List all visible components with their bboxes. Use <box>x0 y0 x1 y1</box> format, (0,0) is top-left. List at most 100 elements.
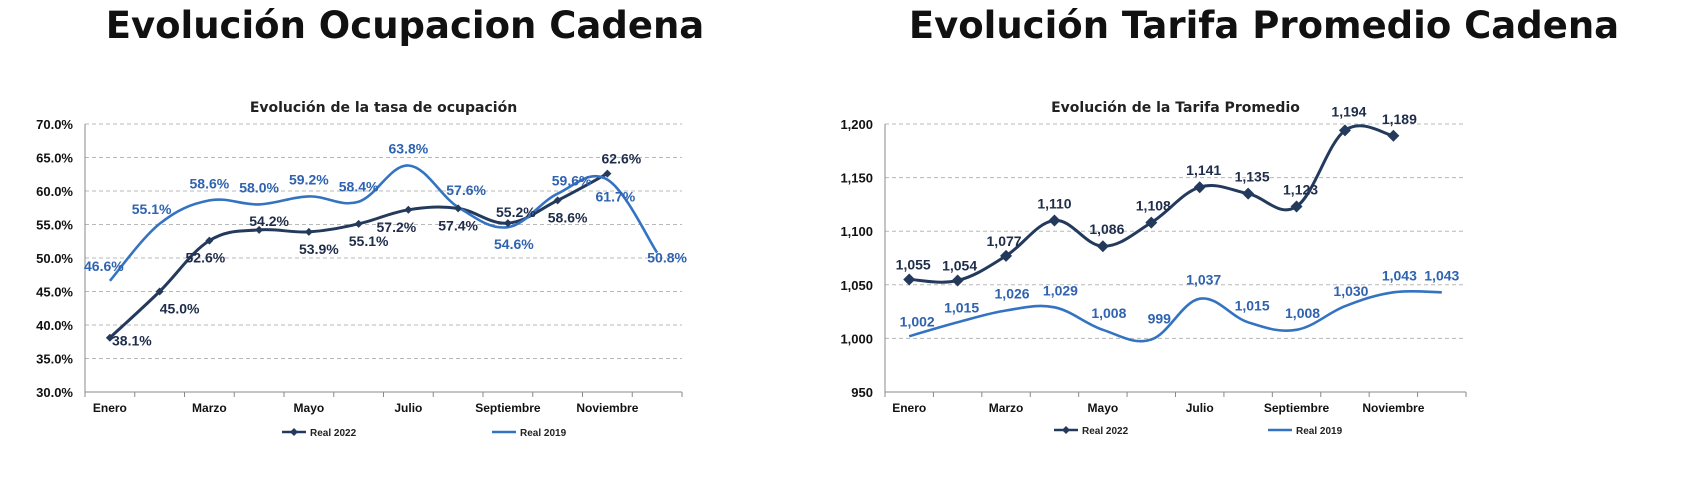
data-label-real-2019: 1,037 <box>1186 272 1221 288</box>
data-label-real-2019: 58.4% <box>339 179 379 195</box>
data-point-marker <box>304 227 313 236</box>
rate-chart: Evolución de la Tarifa Promedio 950 1,000 1… <box>840 100 1467 437</box>
data-label-real-2019: 55.1% <box>132 201 172 217</box>
data-label-real-2019: 1,043 <box>1424 267 1459 283</box>
data-label-real-2019: 1,015 <box>944 299 979 315</box>
data-point-marker <box>155 287 164 296</box>
y-tick-label: 50.0% <box>36 251 73 266</box>
x-tick-label: Noviembre <box>1362 401 1424 415</box>
legend-label: Real 2019 <box>520 428 567 439</box>
data-point-marker <box>255 225 264 234</box>
rate-page-title: Evolución Tarifa Promedio Cadena <box>908 4 1620 47</box>
legend-label: Real 2022 <box>1082 426 1129 437</box>
data-point-marker <box>903 273 916 286</box>
data-label-real-2022: 1,123 <box>1283 182 1318 198</box>
data-label-real-2022: 45.0% <box>160 301 200 317</box>
data-point-marker <box>1096 240 1109 253</box>
data-label-real-2022: 1,086 <box>1089 221 1124 237</box>
data-label-real-2019: 59.6% <box>552 173 592 189</box>
data-label-real-2019: 63.8% <box>389 141 429 157</box>
x-tick-label: Enero <box>892 401 926 415</box>
data-label-real-2019: 1,026 <box>995 286 1030 302</box>
data-point-marker <box>1000 249 1013 262</box>
data-label-real-2022: 1,054 <box>942 258 977 274</box>
rate-panel: Evolución Tarifa Promedio Cadena Evoluci… <box>840 0 1688 478</box>
x-tick-label: Marzo <box>989 401 1024 415</box>
data-label-real-2019: 1,008 <box>1285 305 1320 321</box>
data-point-marker <box>1338 124 1351 137</box>
series-line-real-2019 <box>108 164 659 282</box>
occupancy-page-title: Evolución Ocupacion Cadena <box>105 4 705 47</box>
data-label-real-2022: 55.2% <box>496 204 536 220</box>
y-tick-label: 35.0% <box>36 352 73 367</box>
chart-title: Evolución de la Tarifa Promedio <box>1051 100 1300 116</box>
data-point-marker <box>105 333 114 342</box>
data-point-marker <box>603 169 612 178</box>
data-label-real-2019: 50.8% <box>647 250 687 266</box>
x-tick-label: Septiembre <box>475 401 541 415</box>
x-tick-label: Noviembre <box>576 401 638 415</box>
y-tick-label: 55.0% <box>36 218 73 233</box>
occupancy-panel: Evolución Ocupacion Cadena Evolución de … <box>0 0 810 478</box>
data-label-real-2022: 57.2% <box>377 219 417 235</box>
y-tick-label: 40.0% <box>36 318 73 333</box>
data-label-real-2022: 58.6% <box>548 209 588 225</box>
data-label-real-2022: 1,135 <box>1235 169 1270 185</box>
y-tick-label: 45.0% <box>36 285 73 300</box>
data-point-marker <box>354 219 363 228</box>
data-point-marker <box>1290 200 1303 213</box>
data-point-marker <box>404 205 413 214</box>
y-tick-label: 1,100 <box>840 224 873 239</box>
y-tick-label: 1,050 <box>840 278 873 293</box>
data-label-real-2022: 54.2% <box>249 213 289 229</box>
data-label-real-2022: 1,141 <box>1186 162 1221 178</box>
x-tick-label: Julio <box>394 401 422 415</box>
data-point-marker <box>553 196 562 205</box>
data-label-real-2022: 62.6% <box>602 151 642 167</box>
data-label-real-2019: 58.0% <box>239 179 279 195</box>
data-point-marker <box>1193 181 1206 194</box>
x-tick-label: Septiembre <box>1264 401 1330 415</box>
occupancy-chart: Evolución de la tasa de ocupación 30.0% 35… <box>36 100 687 439</box>
data-point-marker <box>1048 214 1061 227</box>
data-label-real-2019: 59.2% <box>289 171 329 187</box>
data-point-marker <box>1387 129 1400 142</box>
data-label-real-2022: 57.4% <box>438 217 478 233</box>
y-tick-label: 1,000 <box>840 331 873 346</box>
legend-label: Real 2022 <box>310 428 357 439</box>
data-label-real-2019: 1,008 <box>1091 305 1126 321</box>
x-tick-label: Julio <box>1186 401 1214 415</box>
x-tick-label: Enero <box>93 401 127 415</box>
y-tick-label: 1,150 <box>840 171 873 186</box>
data-label-real-2022: 1,110 <box>1037 195 1071 211</box>
data-label-real-2019: 1,029 <box>1043 282 1078 298</box>
data-label-real-2019: 999 <box>1148 310 1172 326</box>
data-label-real-2019: 1,043 <box>1382 267 1417 283</box>
data-point-marker <box>454 204 463 213</box>
data-label-real-2022: 1,108 <box>1136 198 1171 214</box>
y-tick-label: 60.0% <box>36 184 73 199</box>
data-label-real-2022: 1,189 <box>1382 111 1417 127</box>
data-label-real-2019: 1,002 <box>900 313 935 329</box>
data-label-real-2019: 1,030 <box>1333 283 1368 299</box>
chart-title: Evolución de la tasa de ocupación <box>250 100 517 116</box>
data-label-real-2022: 53.9% <box>299 241 339 257</box>
legend-marker <box>290 428 298 436</box>
y-tick-label: 1,200 <box>840 117 873 132</box>
x-tick-label: Marzo <box>192 401 227 415</box>
data-label-real-2022: 52.6% <box>186 250 226 266</box>
data-label-real-2019: 61.7% <box>596 189 636 205</box>
data-point-marker <box>1242 187 1255 200</box>
data-point-marker <box>1145 216 1158 229</box>
data-label-real-2022: 55.1% <box>349 233 389 249</box>
data-label-real-2019: 46.6% <box>84 258 124 274</box>
legend-marker <box>1062 426 1070 434</box>
series-line-real-2019 <box>908 289 1442 343</box>
x-tick-label: Mayo <box>1088 401 1119 415</box>
data-label-real-2022: 1,055 <box>896 256 931 272</box>
data-label-real-2019: 54.6% <box>494 236 534 252</box>
y-tick-label: 950 <box>851 385 873 400</box>
legend-label: Real 2019 <box>1296 426 1343 437</box>
data-label-real-2022: 38.1% <box>112 333 152 349</box>
y-tick-label: 70.0% <box>36 117 73 132</box>
